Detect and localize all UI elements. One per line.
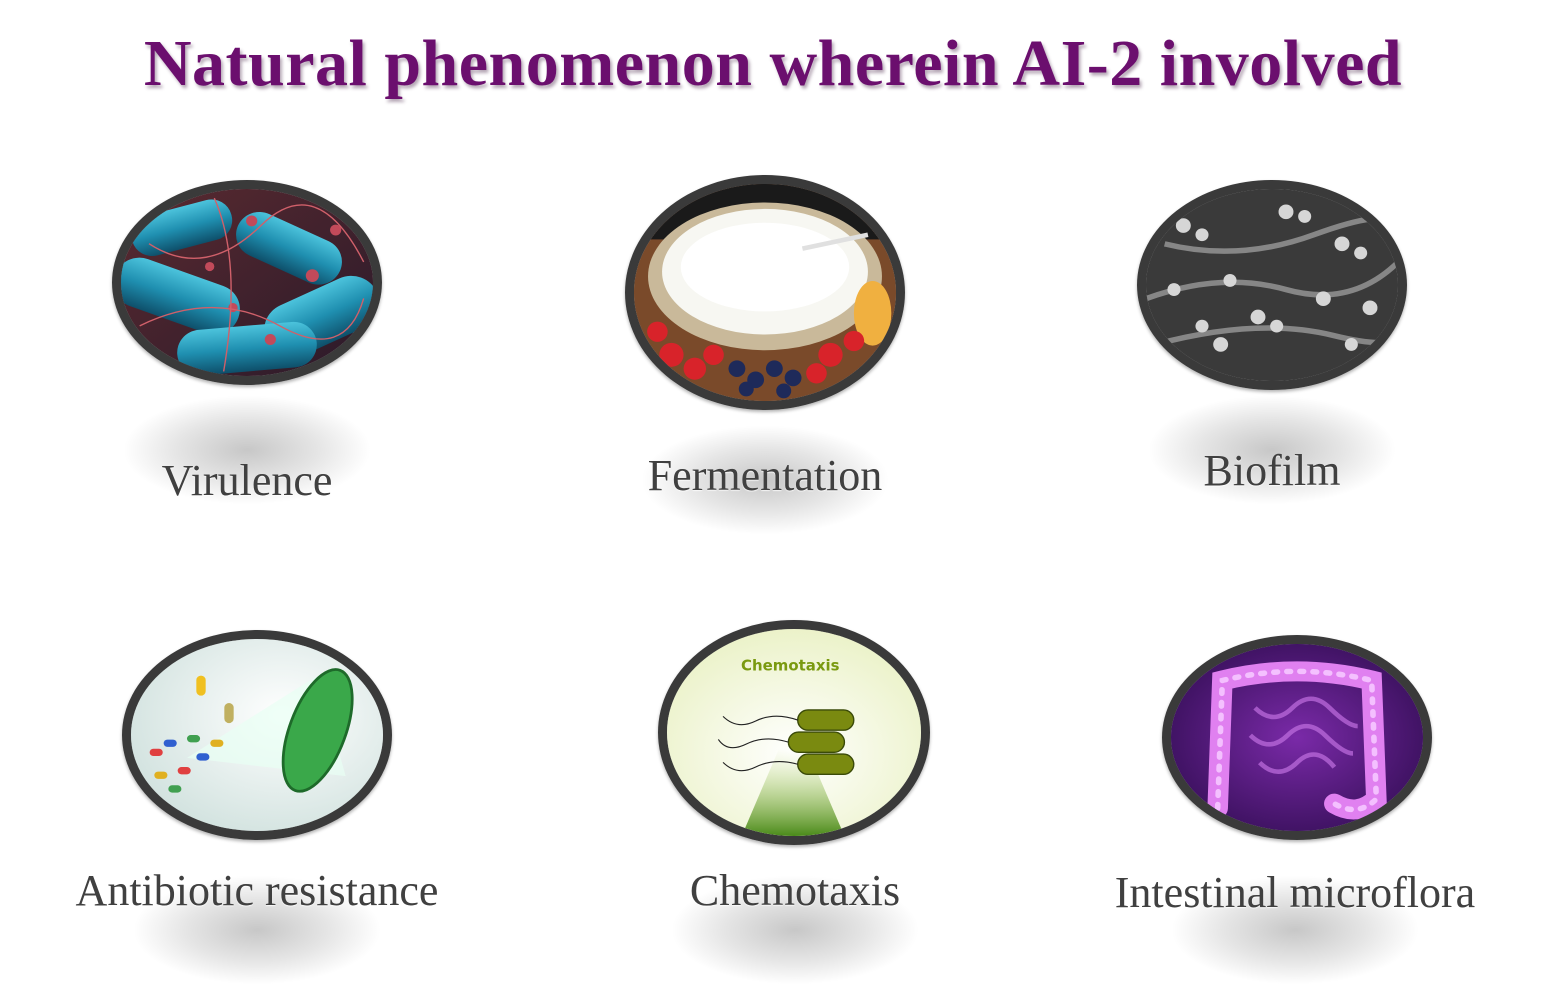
antibiotic-resistance-item: Antibiotic resistance (37, 620, 477, 998)
chemotaxis-inner-text: Chemotaxis (741, 657, 840, 674)
chemotaxis-image: Chemotaxis (658, 620, 930, 845)
intestinal-microflora-shadow (1170, 875, 1420, 985)
chemotaxis-shadow (670, 875, 920, 985)
chemotaxis-label: Chemotaxis (689, 866, 901, 915)
biofilm-label: Biofilm (1203, 446, 1341, 495)
antibiotic-resistance-shadow (132, 875, 382, 985)
virulence-item: Virulence (27, 170, 467, 550)
fermentation-image (625, 175, 905, 410)
biofilm-item: Biofilm (1052, 170, 1492, 550)
intestinal-microflora-item: Intestinal microflora (1075, 625, 1515, 998)
antibiotic-resistance-label: Antibiotic resistance (75, 866, 439, 915)
intestinal-microflora-image (1162, 635, 1432, 840)
fermentation-label: Fermentation (647, 451, 883, 500)
fermentation-shadow (640, 425, 890, 535)
intestinal-microflora-label: Intestinal microflora (1114, 868, 1476, 917)
biofilm-image (1137, 180, 1407, 390)
slide-title: Natural phenomenon wherein AI-2 involved (143, 27, 1403, 100)
virulence-image (112, 180, 382, 385)
antibiotic-resistance-image (122, 630, 392, 840)
chemotaxis-item: Chemotaxis Chemotaxis (575, 610, 1015, 990)
biofilm-shadow (1147, 395, 1397, 505)
virulence-label: Virulence (161, 456, 333, 505)
fermentation-item: Fermentation (545, 165, 985, 545)
virulence-shadow (122, 395, 372, 505)
